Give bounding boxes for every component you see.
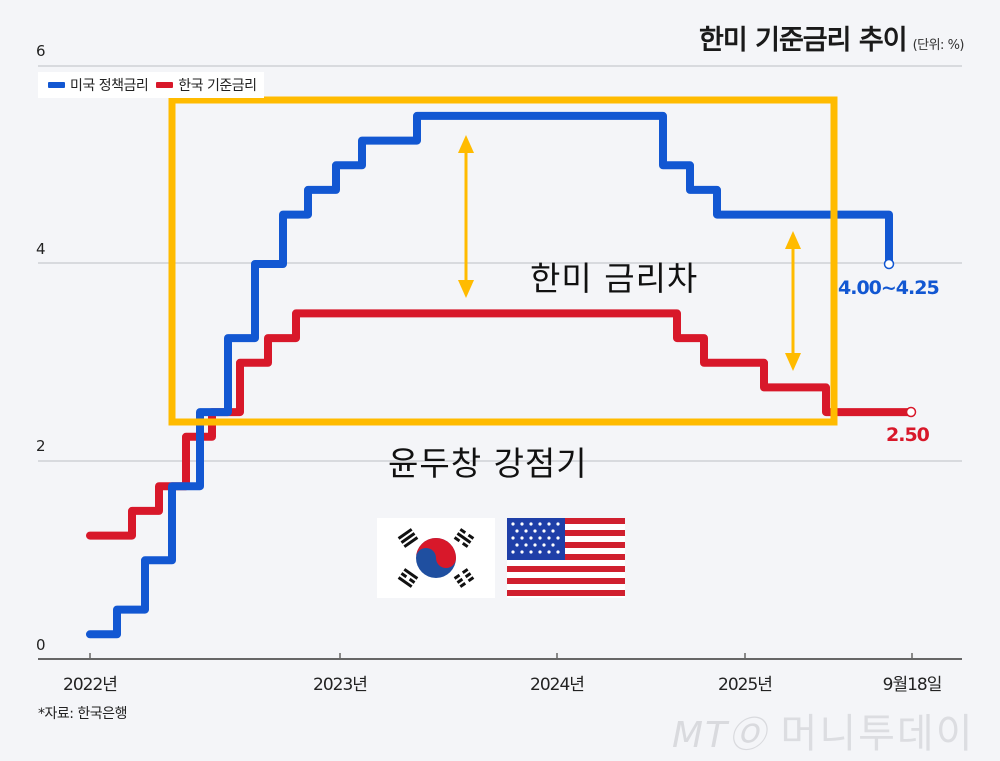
- kr-legend-swatch: [156, 82, 174, 88]
- us-legend-label: 미국 정책금리: [70, 78, 149, 94]
- y-tick-4: 4: [36, 240, 46, 258]
- gridlines: [38, 65, 962, 462]
- chart-title: 한미 기준금리 추이 (단위: %): [699, 18, 964, 57]
- x-tick-2024: 2024년: [530, 675, 585, 695]
- gap-arrow-right: [785, 231, 801, 371]
- us-legend-swatch: [48, 82, 65, 88]
- kr-rate-line: [86, 309, 916, 540]
- y-tick-6: 6: [36, 42, 46, 60]
- unit-label: (단위: %): [912, 38, 965, 53]
- legend: 미국 정책금리 한국 기준금리: [38, 72, 265, 98]
- x-tick-end-date: 9월18일: [882, 675, 943, 695]
- x-tick-2025: 2025년: [718, 675, 773, 695]
- kr-legend-label: 한국 기준금리: [178, 78, 257, 94]
- us-flag-icon: [507, 518, 625, 598]
- us-rate-line: [86, 111, 893, 639]
- chart-title-text: 한미 기준금리 추이: [699, 25, 908, 56]
- x-tick-2022: 2022년: [63, 675, 118, 695]
- x-tick-2023: 2023년: [313, 675, 368, 695]
- korea-flag-icon: [377, 518, 495, 598]
- y-tick-0: 0: [36, 636, 46, 654]
- watermark-logo-icon: MTⓄ: [672, 715, 768, 756]
- kr-end-label: 2.50: [886, 424, 930, 446]
- us-end-marker: [883, 258, 895, 270]
- source-note: *자료: 한국은행: [38, 706, 127, 722]
- x-axis: [38, 653, 962, 660]
- gap-arrow-left: [458, 135, 474, 298]
- highlight-box: [168, 96, 838, 426]
- gap-annotation: 한미 금리차: [530, 259, 699, 298]
- period-annotation: 윤두창 강점기: [388, 444, 588, 483]
- y-tick-2: 2: [36, 437, 46, 455]
- watermark-text: 머니투데이: [780, 711, 975, 757]
- watermark: MTⓄ 머니투데이: [672, 701, 975, 759]
- kr-end-marker: [905, 406, 917, 418]
- us-end-label: 4.00~4.25: [838, 277, 940, 299]
